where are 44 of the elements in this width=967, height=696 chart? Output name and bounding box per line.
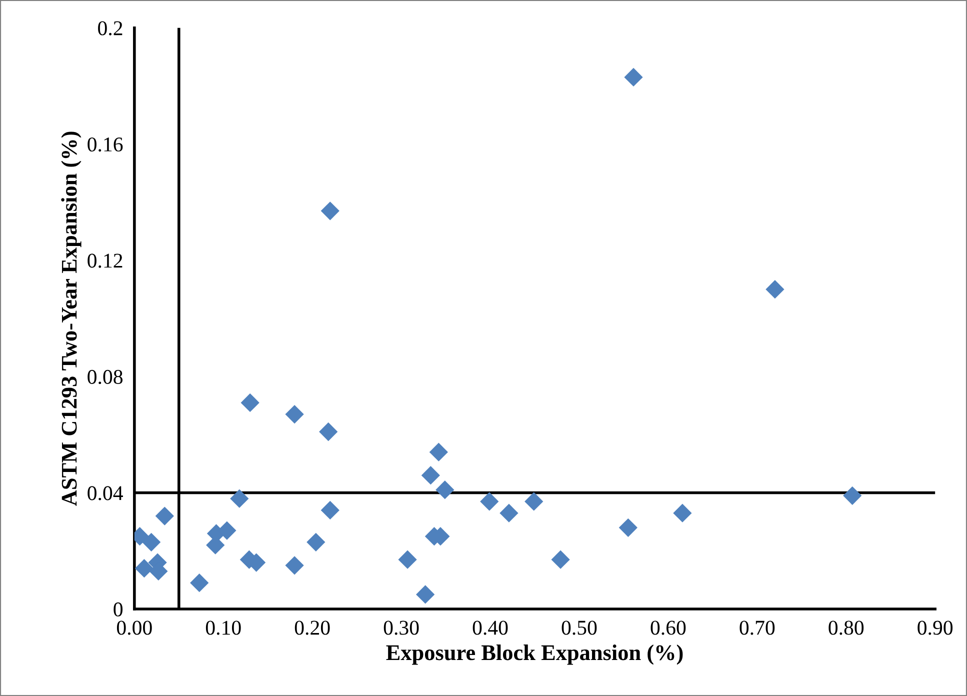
y-tick-label: 0.12 bbox=[88, 254, 122, 268]
point bbox=[843, 486, 862, 505]
point bbox=[436, 480, 454, 500]
point bbox=[134, 559, 154, 578]
point bbox=[624, 68, 643, 87]
point bbox=[306, 532, 326, 552]
point bbox=[285, 404, 304, 424]
point bbox=[766, 280, 784, 299]
point bbox=[480, 492, 499, 511]
y-tick-label: 0 bbox=[114, 602, 123, 616]
point bbox=[524, 492, 544, 511]
y-tick-label: 0.08 bbox=[88, 370, 123, 384]
point bbox=[240, 393, 260, 412]
x-tick-label: 0.90 bbox=[918, 620, 953, 635]
x-axis-title: Exposure Block Expansion (%) bbox=[386, 644, 683, 665]
x-tick-label: 0.40 bbox=[472, 620, 508, 635]
x-tick-label: 0.30 bbox=[384, 620, 419, 635]
y-axis-title: ASTM C1293 Two-Year Expansion (%) bbox=[61, 132, 82, 506]
point bbox=[320, 202, 340, 220]
x-tick-label: 0.80 bbox=[828, 620, 864, 635]
x-tick-label: 0.70 bbox=[740, 620, 775, 635]
y-tick-label: 0.2 bbox=[98, 21, 122, 36]
point bbox=[398, 550, 417, 569]
point bbox=[230, 489, 249, 508]
point bbox=[421, 466, 440, 485]
point bbox=[429, 442, 448, 462]
point bbox=[551, 550, 570, 569]
point bbox=[618, 518, 638, 537]
point bbox=[320, 500, 340, 520]
point bbox=[142, 532, 161, 552]
point bbox=[285, 556, 304, 575]
point bbox=[416, 585, 435, 604]
x-tick-label: 0.20 bbox=[294, 620, 330, 635]
x-tick-label: 0.10 bbox=[206, 620, 241, 635]
point bbox=[190, 574, 209, 592]
y-tick-label: 0.16 bbox=[88, 137, 123, 152]
point bbox=[155, 506, 174, 526]
point bbox=[319, 422, 338, 442]
point bbox=[673, 504, 692, 522]
point bbox=[500, 504, 518, 522]
x-tick-label: 0.00 bbox=[116, 620, 152, 635]
y-tick-label: 0.04 bbox=[88, 486, 123, 500]
x-tick-label: 0.50 bbox=[562, 620, 597, 635]
x-tick-label: 0.60 bbox=[650, 620, 686, 635]
